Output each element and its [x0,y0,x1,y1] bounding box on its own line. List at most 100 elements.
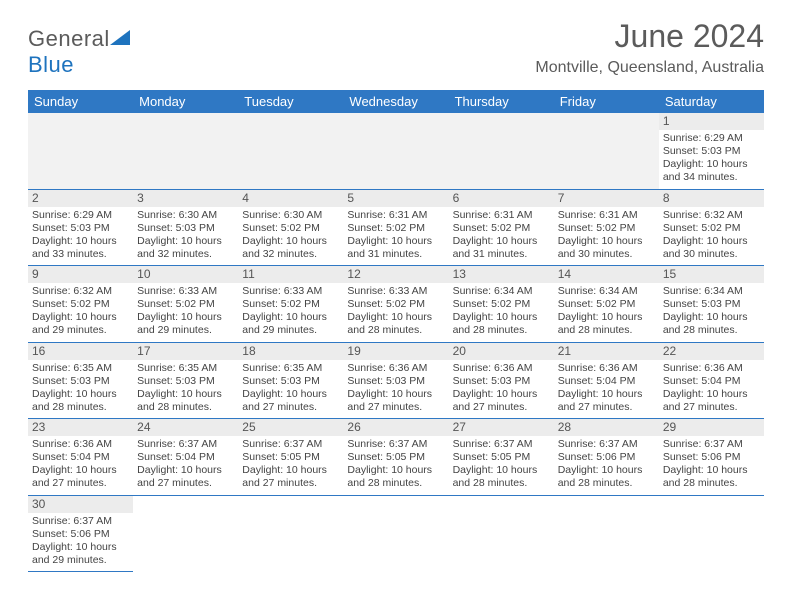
day-number: 6 [449,190,554,207]
day-number: 13 [449,266,554,283]
sunrise-line: Sunrise: 6:37 AM [453,438,550,451]
sunset-line: Sunset: 5:02 PM [32,298,129,311]
daylight-line: Daylight: 10 hours [32,311,129,324]
sunset-line: Sunset: 5:03 PM [663,298,760,311]
calendar-cell: 14 Sunrise: 6:34 AMSunset: 5:02 PMDayligh… [554,266,659,343]
day-number: 1 [659,113,764,130]
sunrise-line: Sunrise: 6:34 AM [453,285,550,298]
day-number: 8 [659,190,764,207]
daylight-line: Daylight: 10 hours [242,388,339,401]
sunset-line: Sunset: 5:03 PM [242,375,339,388]
sunset-line: Sunset: 5:03 PM [137,222,234,235]
daylight-line: Daylight: 10 hours [663,158,760,171]
daylight-line: Daylight: 10 hours [558,235,655,248]
daylight-line: Daylight: 10 hours [663,311,760,324]
calendar-row: 30Sunrise: 6:37 AMSunset: 5:06 PMDayligh… [28,495,764,572]
daylight-line: Daylight: 10 hours [558,388,655,401]
sunrise-line: Sunrise: 6:34 AM [663,285,760,298]
calendar-cell: 1 Sunrise: 6:29 AMSunset: 5:03 PMDaylight… [659,113,764,189]
daylight-line: and 31 minutes. [347,248,444,261]
daylight-line: and 29 minutes. [32,554,129,567]
weekday-header: Friday [554,90,659,113]
sunset-line: Sunset: 5:03 PM [137,375,234,388]
daylight-line: and 29 minutes. [137,324,234,337]
sunset-line: Sunset: 5:06 PM [558,451,655,464]
daylight-line: Daylight: 10 hours [663,235,760,248]
calendar-row: 2Sunrise: 6:29 AMSunset: 5:03 PMDaylight… [28,189,764,266]
calendar-row: 16Sunrise: 6:35 AMSunset: 5:03 PMDayligh… [28,342,764,419]
calendar-cell-blank [133,113,238,189]
day-number: 15 [659,266,764,283]
sail-icon [110,28,132,46]
sunrise-line: Sunrise: 6:30 AM [137,209,234,222]
calendar-cell-blank [554,113,659,189]
sunrise-line: Sunrise: 6:35 AM [137,362,234,375]
calendar-cell: 25 Sunrise: 6:37 AMSunset: 5:05 PMDayligh… [238,419,343,496]
sunrise-line: Sunrise: 6:31 AM [558,209,655,222]
day-number: 14 [554,266,659,283]
day-number: 23 [28,419,133,436]
calendar-cell: 15 Sunrise: 6:34 AMSunset: 5:03 PMDayligh… [659,266,764,343]
daylight-line: Daylight: 10 hours [347,235,444,248]
sunrise-line: Sunrise: 6:36 AM [347,362,444,375]
header-bar: General Blue June 2024 Montville, Queens… [28,18,764,78]
daylight-line: Daylight: 10 hours [242,464,339,477]
sunrise-line: Sunrise: 6:34 AM [558,285,655,298]
sunrise-line: Sunrise: 6:32 AM [32,285,129,298]
calendar-cell: 18Sunrise: 6:35 AMSunset: 5:03 PMDayligh… [238,342,343,419]
daylight-line: and 27 minutes. [137,477,234,490]
daylight-line: Daylight: 10 hours [32,235,129,248]
logo-text-blue: Blue [28,52,74,77]
calendar-cell: 26Sunrise: 6:37 AMSunset: 5:05 PMDayligh… [343,419,448,496]
calendar-cell-blank [238,495,343,572]
daylight-line: Daylight: 10 hours [137,464,234,477]
calendar-cell: 9Sunrise: 6:32 AMSunset: 5:02 PMDaylight… [28,266,133,343]
calendar-cell: 23Sunrise: 6:36 AMSunset: 5:04 PMDayligh… [28,419,133,496]
daylight-line: Daylight: 10 hours [453,235,550,248]
sunrise-line: Sunrise: 6:33 AM [137,285,234,298]
sunset-line: Sunset: 5:05 PM [453,451,550,464]
day-number: 19 [343,343,448,360]
sunset-line: Sunset: 5:02 PM [242,222,339,235]
sunrise-line: Sunrise: 6:29 AM [663,132,760,145]
calendar-cell: 29Sunrise: 6:37 AMSunset: 5:06 PMDayligh… [659,419,764,496]
sunset-line: Sunset: 5:03 PM [32,375,129,388]
calendar-cell-blank [28,113,133,189]
sunrise-line: Sunrise: 6:37 AM [137,438,234,451]
sunset-line: Sunset: 5:02 PM [558,298,655,311]
daylight-line: Daylight: 10 hours [663,464,760,477]
sunset-line: Sunset: 5:04 PM [663,375,760,388]
daylight-line: and 27 minutes. [242,401,339,414]
calendar-cell: 16Sunrise: 6:35 AMSunset: 5:03 PMDayligh… [28,342,133,419]
sunrise-line: Sunrise: 6:36 AM [663,362,760,375]
sunset-line: Sunset: 5:05 PM [242,451,339,464]
daylight-line: and 27 minutes. [453,401,550,414]
sunrise-line: Sunrise: 6:36 AM [453,362,550,375]
calendar-cell: 6Sunrise: 6:31 AMSunset: 5:02 PMDaylight… [449,189,554,266]
calendar-cell-blank [659,495,764,572]
weekday-header: Saturday [659,90,764,113]
calendar-cell: 5Sunrise: 6:31 AMSunset: 5:02 PMDaylight… [343,189,448,266]
day-number: 4 [238,190,343,207]
sunrise-line: Sunrise: 6:36 AM [558,362,655,375]
calendar-cell-blank [449,113,554,189]
sunset-line: Sunset: 5:06 PM [32,528,129,541]
sunrise-line: Sunrise: 6:33 AM [347,285,444,298]
calendar-cell: 7Sunrise: 6:31 AMSunset: 5:02 PMDaylight… [554,189,659,266]
daylight-line: Daylight: 10 hours [558,311,655,324]
day-number: 25 [238,419,343,436]
calendar-cell: 17Sunrise: 6:35 AMSunset: 5:03 PMDayligh… [133,342,238,419]
sunset-line: Sunset: 5:02 PM [242,298,339,311]
daylight-line: and 31 minutes. [453,248,550,261]
day-number: 10 [133,266,238,283]
sunset-line: Sunset: 5:03 PM [663,145,760,158]
weekday-header: Tuesday [238,90,343,113]
day-number: 5 [343,190,448,207]
daylight-line: Daylight: 10 hours [347,311,444,324]
calendar-row: 23Sunrise: 6:36 AMSunset: 5:04 PMDayligh… [28,419,764,496]
logo: General Blue [28,26,132,78]
day-number: 22 [659,343,764,360]
weekday-header: Sunday [28,90,133,113]
sunrise-line: Sunrise: 6:37 AM [242,438,339,451]
sunset-line: Sunset: 5:02 PM [453,298,550,311]
